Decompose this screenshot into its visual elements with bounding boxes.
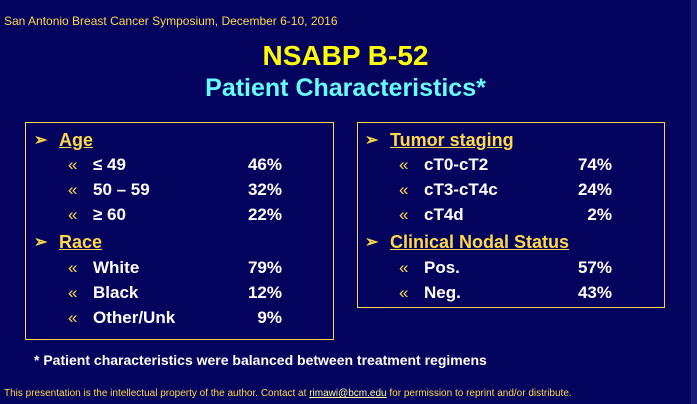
tumor-row-0: « cT0-cT2 74% [399,155,659,177]
tumor-row-label: cT0-cT2 [424,155,489,174]
nodal-row-label: Pos. [424,258,460,277]
tumor-heading-label: Tumor staging [390,130,514,150]
tumor-row-label: cT4d [424,205,464,224]
race-row-label: Other/Unk [93,308,176,327]
tumor-row-value: 74% [577,155,612,174]
nodal-heading-label: Clinical Nodal Status [390,232,570,252]
arrow-icon: ➢ [365,234,379,251]
nodal-row-label: Neg. [424,283,461,302]
footnote: * Patient characteristics were balanced … [34,352,487,368]
age-row-label: ≥ 60 [93,205,126,224]
age-row-0: « ≤ 49 46% [68,155,328,177]
slide-edge [691,0,697,404]
tumor-row-2: « cT4d 2% [399,205,659,227]
arrow-icon: ➢ [34,132,48,149]
bullet-icon: « [68,308,78,327]
right-characteristics-box: ➢ Tumor staging « cT0-cT2 74% « cT3-cT4c… [357,122,665,308]
age-row-label: ≤ 49 [93,155,126,174]
arrow-icon: ➢ [34,234,48,251]
race-row-value: 79% [247,258,282,277]
bullet-icon: « [68,258,78,277]
age-row-label: 50 – 59 [93,180,150,199]
age-section-heading: ➢ Age [34,130,314,152]
slide-subtitle: Patient Characteristics* [205,74,486,102]
bullet-icon: « [68,155,78,174]
race-row-label: Black [93,283,139,302]
bullet-icon: « [399,155,409,174]
race-row-0: « White 79% [68,258,328,280]
footer-text-before: This presentation is the intellectual pr… [4,388,310,399]
nodal-section-heading: ➢ Clinical Nodal Status [365,232,655,254]
age-heading-label: Age [59,130,94,150]
nodal-row-value: 57% [577,258,612,277]
left-characteristics-box: ➢ Age « ≤ 49 46% « 50 – 59 32% « ≥ 60 22… [25,122,334,340]
tumor-row-value: 24% [577,180,612,199]
slide-title: NSABP B-52 [262,40,429,71]
bullet-icon: « [399,205,409,224]
bullet-icon: « [399,258,409,277]
race-row-2: « Other/Unk 9% [68,308,328,330]
race-row-value: 9% [257,308,282,327]
bullet-icon: « [68,205,78,224]
tumor-row-value: 2% [587,205,612,224]
copyright-footer: This presentation is the intellectual pr… [4,388,572,399]
age-row-1: « 50 – 59 32% [68,180,328,202]
age-row-value: 46% [247,155,282,174]
footer-text-after: for permission to reprint and/or distrib… [386,388,572,399]
bullet-icon: « [399,283,409,302]
tumor-row-1: « cT3-cT4c 24% [399,180,659,202]
age-row-2: « ≥ 60 22% [68,205,328,227]
age-row-value: 32% [247,180,282,199]
contact-email-link[interactable]: rimawi@bcm.edu [309,388,387,399]
nodal-row-value: 43% [577,283,612,302]
tumor-section-heading: ➢ Tumor staging [365,130,655,152]
conference-header: San Antonio Breast Cancer Symposium, Dec… [4,14,338,28]
nodal-row-1: « Neg. 43% [399,283,659,305]
bullet-icon: « [68,180,78,199]
bullet-icon: « [399,180,409,199]
nodal-row-0: « Pos. 57% [399,258,659,280]
race-section-heading: ➢ Race [34,232,314,254]
tumor-row-label: cT3-cT4c [424,180,498,199]
arrow-icon: ➢ [365,132,379,149]
race-row-label: White [93,258,140,277]
race-heading-label: Race [59,232,103,252]
bullet-icon: « [68,283,78,302]
race-row-1: « Black 12% [68,283,328,305]
race-row-value: 12% [247,283,282,302]
age-row-value: 22% [247,205,282,224]
